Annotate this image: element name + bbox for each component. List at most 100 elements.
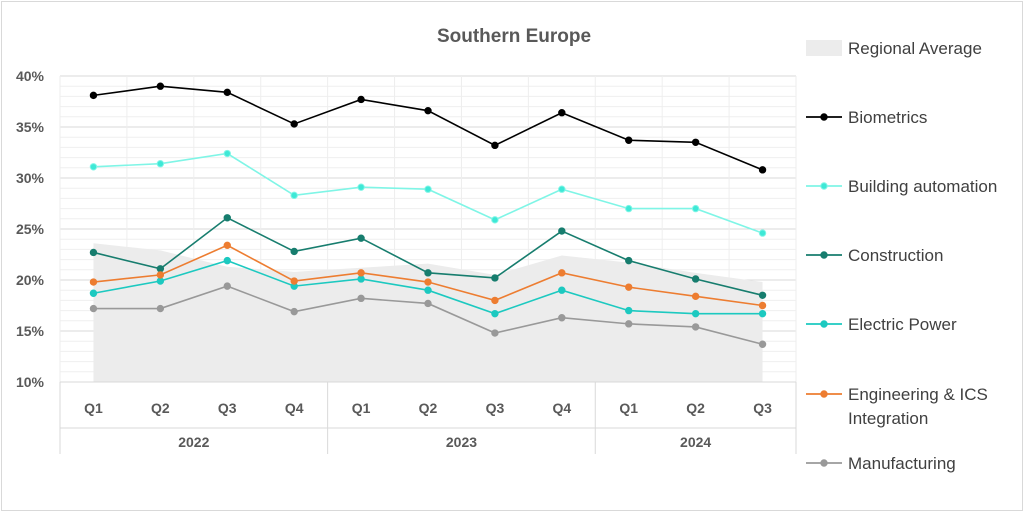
data-point xyxy=(691,204,700,213)
y-tick-label: 15% xyxy=(16,323,45,339)
legend-item-engineering-and-ics-integration: Engineering & ICS Integration xyxy=(806,385,988,428)
data-point xyxy=(558,109,566,117)
legend-marker xyxy=(820,251,828,259)
y-tick-label: 30% xyxy=(16,170,45,186)
x-tick-label: Q4 xyxy=(552,400,571,416)
data-point xyxy=(691,309,700,318)
data-point xyxy=(691,138,700,147)
data-point xyxy=(491,296,499,305)
data-point xyxy=(357,183,365,191)
data-point xyxy=(424,278,432,286)
x-tick-label: Q2 xyxy=(686,400,705,416)
data-point xyxy=(223,214,231,222)
data-point xyxy=(424,286,432,294)
legend-item-biometrics: Biometrics xyxy=(806,108,927,127)
data-point xyxy=(491,329,499,337)
data-point xyxy=(156,82,165,90)
series-electric-power xyxy=(89,256,767,318)
data-point xyxy=(758,309,767,318)
legend-item-electric-power: Electric Power xyxy=(806,315,957,334)
chart-title: Southern Europe xyxy=(437,26,591,47)
legend-swatch xyxy=(806,40,842,56)
data-point xyxy=(223,256,231,265)
data-point xyxy=(223,88,231,97)
data-point xyxy=(290,191,298,200)
legend-item-manufacturing: Manufacturing xyxy=(806,454,956,473)
axes: 10% 15% 20% 25% 30% 35% 40% Q1 Q2 Q3 Q4 Q1 Q2 Q3 Q4 Q1 Q… xyxy=(16,68,797,454)
legend-label: Construction xyxy=(848,246,943,265)
legend-marker xyxy=(820,390,828,398)
legend-label: Electric Power xyxy=(848,315,957,334)
x-tick-label: Q3 xyxy=(486,400,505,416)
data-point xyxy=(357,275,365,283)
legend-item-construction: Construction xyxy=(806,246,943,265)
x-tick-label: Q2 xyxy=(151,400,170,416)
data-point xyxy=(758,166,767,174)
data-point xyxy=(156,304,165,313)
data-point xyxy=(89,278,98,286)
x-tick-label: Q2 xyxy=(419,400,438,416)
y-tick-label: 25% xyxy=(16,221,45,237)
legend-label: Manufacturing xyxy=(848,454,956,473)
data-point xyxy=(357,269,365,277)
data-point xyxy=(357,95,365,104)
legend-label: Regional Average xyxy=(848,39,982,58)
data-point xyxy=(223,282,231,290)
x-tick-label: Q1 xyxy=(352,400,371,416)
legend-label: Building automation xyxy=(848,177,997,196)
data-point xyxy=(691,323,700,331)
data-point xyxy=(491,216,499,224)
series-manufacturing xyxy=(89,282,767,348)
x-group-label: 2022 xyxy=(178,434,209,450)
data-point xyxy=(625,283,633,291)
legend-marker xyxy=(820,459,828,467)
series-layer xyxy=(89,82,767,348)
data-point xyxy=(625,256,633,265)
data-point xyxy=(290,120,298,128)
legend: Regional Average Biometrics Building autom… xyxy=(806,39,997,473)
data-point xyxy=(558,227,566,235)
data-point xyxy=(156,160,165,168)
data-point xyxy=(290,247,298,256)
data-point xyxy=(89,248,98,257)
data-point xyxy=(290,277,298,285)
legend-marker xyxy=(820,113,828,121)
data-point xyxy=(89,163,98,171)
legend-label: Integration xyxy=(848,409,928,428)
legend-item-building-automation: Building automation xyxy=(806,177,997,196)
data-point xyxy=(156,265,165,273)
data-point xyxy=(357,294,365,303)
data-point xyxy=(491,274,499,282)
x-tick-label: Q1 xyxy=(84,400,103,416)
data-point xyxy=(758,301,767,310)
data-point xyxy=(424,185,432,193)
data-point xyxy=(424,269,432,277)
data-point xyxy=(758,340,767,348)
data-point xyxy=(558,286,566,294)
data-point xyxy=(625,136,633,144)
data-point xyxy=(357,234,365,242)
y-tick-label: 40% xyxy=(16,68,45,84)
data-point xyxy=(89,91,98,100)
data-point xyxy=(558,314,566,322)
legend-marker xyxy=(820,320,828,328)
x-group-label: 2023 xyxy=(446,434,477,450)
regional-average-area-layer xyxy=(93,243,763,382)
series-engineering-and-ics-integration xyxy=(89,241,767,310)
y-tick-label: 35% xyxy=(16,119,45,135)
legend-marker xyxy=(820,182,828,190)
data-point xyxy=(625,204,633,213)
data-point xyxy=(290,307,298,316)
data-point xyxy=(491,309,499,318)
x-group-label: 2024 xyxy=(680,434,711,450)
series-construction xyxy=(89,214,767,299)
data-point xyxy=(223,149,231,158)
legend-label: Biometrics xyxy=(848,108,927,127)
legend-label: Engineering & ICS xyxy=(848,385,988,404)
data-point xyxy=(491,141,499,150)
data-point xyxy=(156,271,165,279)
data-point xyxy=(223,241,231,250)
data-point xyxy=(758,229,767,237)
